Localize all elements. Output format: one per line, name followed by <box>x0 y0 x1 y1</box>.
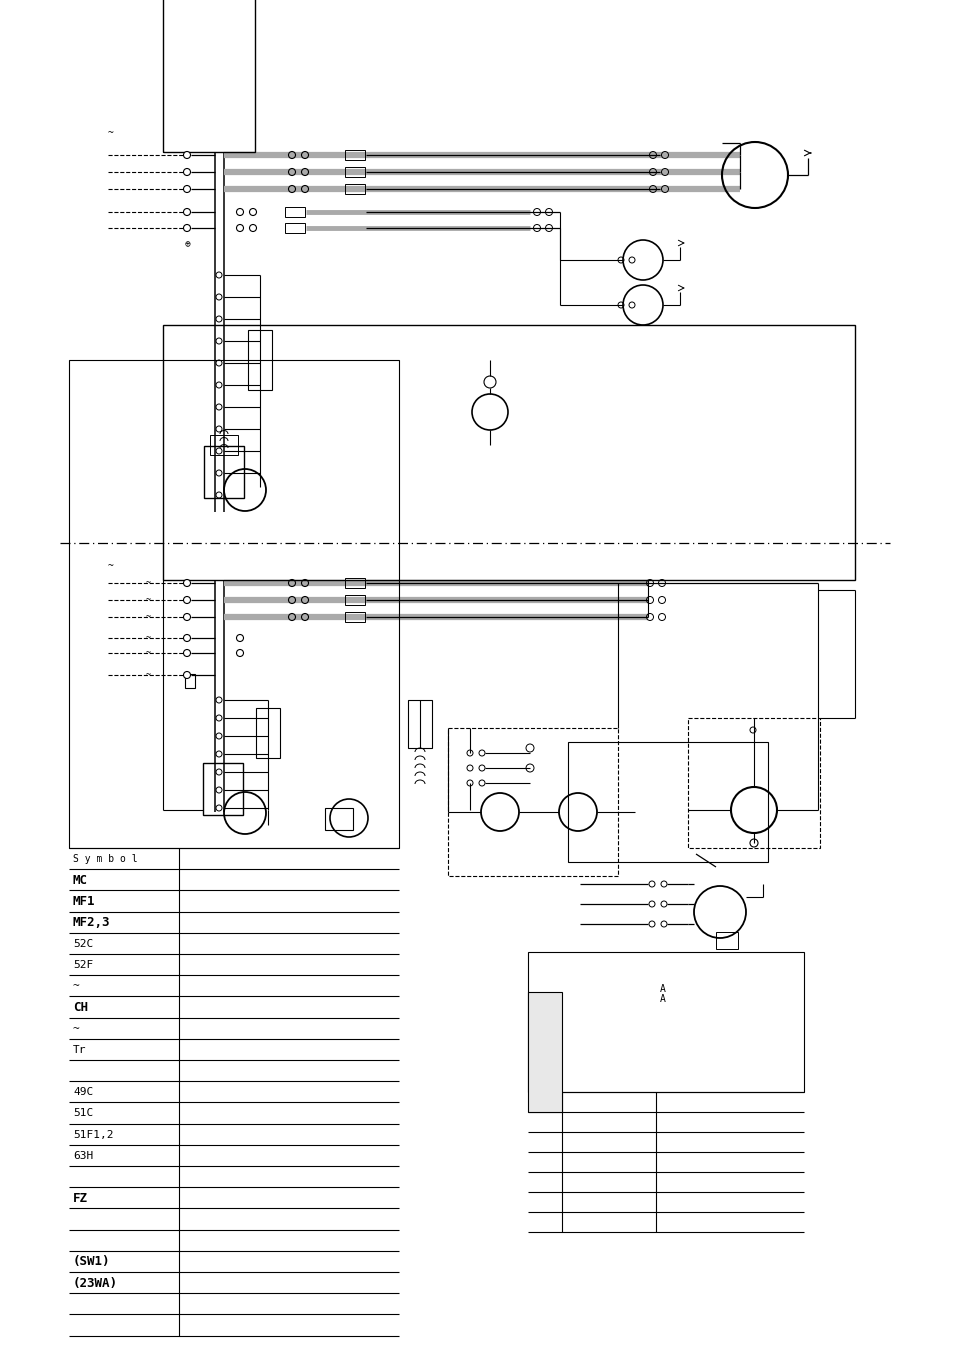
Text: ⊕: ⊕ <box>185 239 191 249</box>
Circle shape <box>183 208 191 216</box>
Text: (23WA): (23WA) <box>73 1277 118 1289</box>
Bar <box>69 361 398 848</box>
Bar <box>204 446 244 499</box>
Circle shape <box>183 597 191 604</box>
Bar <box>408 700 432 748</box>
Circle shape <box>183 169 191 176</box>
Text: ~: ~ <box>146 634 151 643</box>
Text: ~: ~ <box>146 670 151 680</box>
Circle shape <box>183 671 191 678</box>
Bar <box>716 932 738 948</box>
Text: ~: ~ <box>146 648 151 658</box>
Bar <box>163 326 854 580</box>
Text: MC: MC <box>73 874 88 886</box>
Bar <box>345 184 365 195</box>
Text: (SW1): (SW1) <box>73 1255 111 1269</box>
Text: A: A <box>659 984 665 994</box>
Bar <box>285 223 305 232</box>
Bar <box>345 594 365 605</box>
Text: ~: ~ <box>108 128 113 138</box>
Text: 52F: 52F <box>73 961 93 970</box>
Bar <box>185 674 194 688</box>
Text: 52C: 52C <box>73 939 93 948</box>
Text: A: A <box>659 994 665 1004</box>
Text: ~: ~ <box>146 612 151 621</box>
Text: S y m b o l: S y m b o l <box>73 854 137 865</box>
Text: ~: ~ <box>73 981 80 992</box>
Bar <box>567 742 767 862</box>
Circle shape <box>183 650 191 657</box>
Bar <box>255 708 280 758</box>
Text: 51F1,2: 51F1,2 <box>73 1129 113 1140</box>
Text: 63H: 63H <box>73 1151 93 1161</box>
Text: 51C: 51C <box>73 1108 93 1119</box>
Bar <box>345 150 365 159</box>
Text: MF1: MF1 <box>73 894 95 908</box>
Circle shape <box>183 580 191 586</box>
Bar <box>345 578 365 588</box>
Circle shape <box>183 635 191 642</box>
Bar <box>345 612 365 621</box>
Circle shape <box>183 224 191 231</box>
Bar <box>210 435 237 455</box>
Circle shape <box>183 185 191 192</box>
Bar <box>163 0 254 153</box>
Bar <box>687 717 820 848</box>
Text: ~: ~ <box>73 1024 80 1034</box>
Text: Tr: Tr <box>73 1044 87 1055</box>
Bar <box>448 728 618 875</box>
Bar <box>325 808 353 830</box>
Circle shape <box>183 151 191 158</box>
Text: 49C: 49C <box>73 1088 93 1097</box>
Bar <box>248 330 272 390</box>
Text: MF2,3: MF2,3 <box>73 916 111 929</box>
Bar <box>285 207 305 218</box>
Bar <box>345 168 365 177</box>
Text: ~: ~ <box>146 578 151 588</box>
Circle shape <box>183 613 191 620</box>
Bar <box>527 992 561 1112</box>
Bar <box>203 763 243 815</box>
Text: CH: CH <box>73 1001 88 1013</box>
Text: ~: ~ <box>108 561 113 571</box>
Bar <box>527 952 803 1092</box>
Text: ~: ~ <box>146 596 151 604</box>
Text: FZ: FZ <box>73 1192 88 1205</box>
